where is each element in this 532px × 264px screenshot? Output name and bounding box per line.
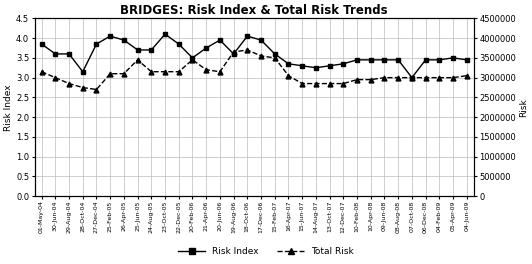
Risk Index — [66, 52, 72, 55]
Risk Index — [463, 58, 470, 62]
Risk Index — [162, 32, 168, 36]
Risk Index — [436, 58, 443, 62]
Total Risk — [327, 82, 333, 85]
Total Risk — [52, 76, 59, 79]
Risk Index — [93, 43, 99, 46]
Risk Index — [217, 39, 223, 42]
Total Risk — [162, 70, 168, 73]
Risk Index — [340, 62, 346, 65]
Total Risk — [285, 74, 292, 77]
Risk Index — [38, 43, 45, 46]
Total Risk — [217, 70, 223, 73]
Risk Index — [327, 64, 333, 67]
Total Risk — [107, 72, 113, 75]
Total Risk — [395, 76, 401, 79]
Total Risk — [313, 82, 319, 85]
Risk Index — [135, 48, 141, 51]
Risk Index — [271, 52, 278, 55]
Risk Index — [230, 52, 237, 55]
Risk Index — [395, 58, 401, 62]
Total Risk — [436, 76, 443, 79]
Risk Index — [285, 62, 292, 65]
Risk Index — [107, 35, 113, 38]
Total Risk — [463, 74, 470, 77]
Risk Index — [299, 64, 305, 67]
Total Risk — [121, 72, 127, 75]
Total Risk — [354, 78, 360, 81]
Risk Index — [52, 52, 59, 55]
Legend: Risk Index, Total Risk: Risk Index, Total Risk — [174, 243, 358, 260]
Total Risk — [258, 54, 264, 58]
Total Risk — [299, 82, 305, 85]
Risk Index — [121, 39, 127, 42]
Total Risk — [66, 82, 72, 85]
Line: Risk Index: Risk Index — [39, 32, 469, 80]
Risk Index — [244, 35, 251, 38]
Risk Index — [409, 76, 415, 79]
Total Risk — [176, 70, 182, 73]
Total Risk — [203, 68, 210, 71]
Total Risk — [38, 70, 45, 73]
Total Risk — [409, 76, 415, 79]
Line: Total Risk: Total Risk — [39, 48, 469, 92]
Total Risk — [422, 76, 429, 79]
Risk Index — [258, 39, 264, 42]
Total Risk — [148, 70, 154, 73]
Risk Index — [450, 56, 456, 59]
Total Risk — [271, 56, 278, 59]
Risk Index — [313, 66, 319, 69]
Risk Index — [381, 58, 388, 62]
Total Risk — [368, 78, 374, 81]
Total Risk — [93, 88, 99, 91]
Title: BRIDGES: Risk Index & Total Risk Trends: BRIDGES: Risk Index & Total Risk Trends — [120, 4, 388, 17]
Risk Index — [368, 58, 374, 62]
Risk Index — [203, 46, 210, 50]
Risk Index — [148, 48, 154, 51]
Risk Index — [354, 58, 360, 62]
Risk Index — [176, 43, 182, 46]
Total Risk — [244, 48, 251, 51]
Total Risk — [80, 86, 86, 89]
Risk Index — [80, 70, 86, 73]
Total Risk — [135, 58, 141, 62]
Y-axis label: Risk Index: Risk Index — [4, 84, 13, 131]
Total Risk — [381, 76, 388, 79]
Total Risk — [230, 50, 237, 54]
Total Risk — [189, 58, 196, 62]
Y-axis label: Risk: Risk — [519, 98, 528, 117]
Total Risk — [450, 76, 456, 79]
Risk Index — [189, 56, 196, 59]
Risk Index — [422, 58, 429, 62]
Total Risk — [340, 82, 346, 85]
